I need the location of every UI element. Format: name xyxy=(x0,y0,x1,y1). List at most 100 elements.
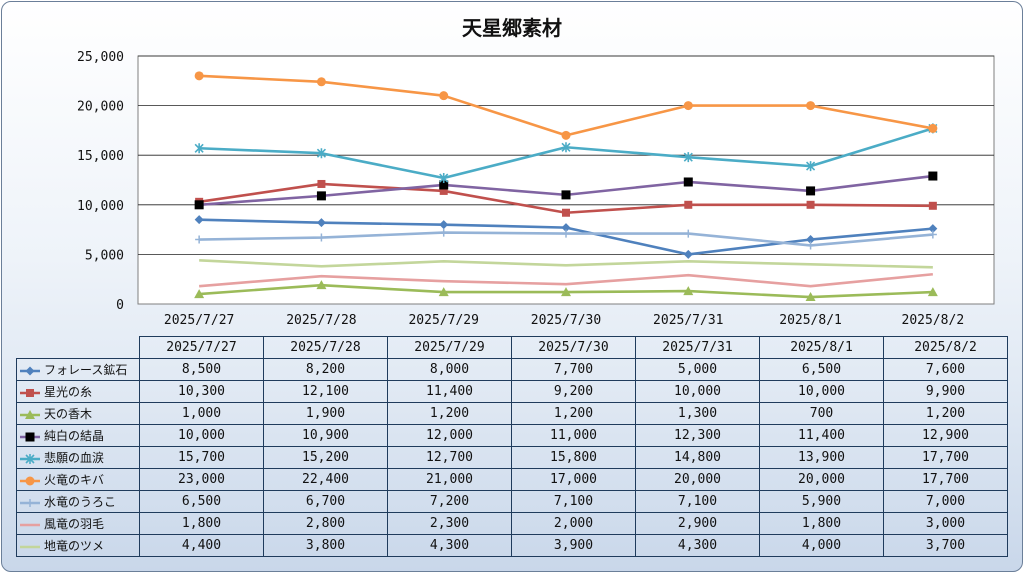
data-point xyxy=(26,498,34,507)
series-name-cell: 星光の糸 xyxy=(16,380,140,403)
data-point xyxy=(806,241,815,250)
data-point xyxy=(316,77,326,87)
data-point xyxy=(805,292,816,302)
data-table: 2025/7/27 2025/7/28 2025/7/29 2025/7/30 2025… xyxy=(16,336,1008,557)
table-cell: 4,300 xyxy=(635,534,760,557)
data-point xyxy=(439,173,449,184)
table-cell: 21,000 xyxy=(387,468,512,491)
x-tick-label: 2025/7/30 xyxy=(531,313,601,328)
y-tick-label: 10,000 xyxy=(77,199,124,214)
data-point xyxy=(439,91,449,101)
data-point xyxy=(806,186,816,196)
table-cell: 8,200 xyxy=(263,358,388,381)
x-tick-label: 2025/7/28 xyxy=(286,313,356,328)
data-point xyxy=(25,432,35,441)
table-cell: 7,700 xyxy=(511,358,636,381)
data-point xyxy=(194,215,204,225)
series-name-cell: フォレース鉱石 xyxy=(16,358,140,381)
table-cell: 12,000 xyxy=(387,424,512,447)
data-point-stroke xyxy=(561,142,571,153)
data-point xyxy=(195,235,204,244)
table-cell: 3,700 xyxy=(883,534,1008,557)
series-4 xyxy=(194,171,938,210)
table-cell: 20,000 xyxy=(759,468,884,491)
table-cell: 22,400 xyxy=(263,468,388,491)
table-cell: 1,200 xyxy=(387,402,512,425)
data-point xyxy=(683,152,693,163)
data-point-stroke xyxy=(806,161,816,172)
series-6 xyxy=(194,71,938,140)
table-cell: 7,100 xyxy=(635,490,760,513)
table-cell: 1,200 xyxy=(511,402,636,425)
table-cell: 11,400 xyxy=(759,424,884,447)
data-point xyxy=(927,287,938,297)
table-cell: 2,900 xyxy=(635,512,760,535)
table-row: 地竜のツメ 4,400 3,800 4,300 3,900 4,300 4,000 3,700 xyxy=(16,534,1008,557)
series-name: 天の香木 xyxy=(44,407,93,421)
data-point xyxy=(561,130,571,140)
table-column-header: 2025/7/28 xyxy=(263,336,388,359)
table-cell: 4,400 xyxy=(139,534,264,557)
table-cell: 1,900 xyxy=(263,402,388,425)
table-column-header: 2025/8/1 xyxy=(759,336,884,359)
legend-key xyxy=(20,388,40,397)
data-point xyxy=(26,388,34,397)
series-name-cell: 地竜のツメ xyxy=(16,534,140,557)
table-row: 水竜のうろこ 6,500 6,700 7,200 7,100 7,100 5,900 7,00… xyxy=(16,490,1008,513)
table-cell: 12,700 xyxy=(387,446,512,469)
series-name: 悲願の血涙 xyxy=(44,451,105,465)
data-point xyxy=(928,123,938,133)
y-tick-label: 20,000 xyxy=(77,100,124,115)
series-name-cell: 悲願の血涙 xyxy=(16,446,140,469)
table-cell: 15,700 xyxy=(139,446,264,469)
table-column-header: 2025/7/27 xyxy=(139,336,264,359)
table-cell: 15,800 xyxy=(511,446,636,469)
series-name-cell: 風竜の羽毛 xyxy=(16,512,140,535)
legend-key xyxy=(20,432,40,441)
data-point xyxy=(316,218,326,228)
data-point xyxy=(928,224,938,234)
data-point xyxy=(683,286,694,296)
data-point-stroke xyxy=(316,148,326,159)
table-column-header: 2025/7/31 xyxy=(635,336,760,359)
series-name: 地竜のツメ xyxy=(44,539,105,553)
legend-key xyxy=(20,498,40,507)
data-point xyxy=(561,142,571,153)
table-cell: 7,200 xyxy=(387,490,512,513)
x-tick-label: 2025/7/29 xyxy=(408,313,478,328)
table-cell: 17,700 xyxy=(883,446,1008,469)
data-point xyxy=(25,453,35,464)
data-point xyxy=(683,177,693,187)
legend-key xyxy=(20,366,40,375)
data-point xyxy=(316,148,326,159)
data-point xyxy=(683,101,693,111)
table-cell: 13,900 xyxy=(759,446,884,469)
data-point xyxy=(438,287,449,297)
table-cell: 1,300 xyxy=(635,402,760,425)
table-cell: 6,500 xyxy=(759,358,884,381)
data-point xyxy=(316,191,326,201)
table-cell: 2,000 xyxy=(511,512,636,535)
x-tick-label: 2025/8/2 xyxy=(902,313,965,328)
table-cell: 9,200 xyxy=(511,380,636,403)
table-cell: 1,000 xyxy=(139,402,264,425)
plot-area xyxy=(137,55,995,305)
table-cell: 8,000 xyxy=(387,358,512,381)
table-cell: 4,000 xyxy=(759,534,884,557)
table-cell: 10,000 xyxy=(635,380,760,403)
table-column-header: 2025/7/29 xyxy=(387,336,512,359)
table-column-header: 2025/7/30 xyxy=(511,336,636,359)
table-row: 純白の結晶 10,000 10,900 12,000 11,000 12,300 11,40… xyxy=(16,424,1008,447)
table-cell: 10,000 xyxy=(759,380,884,403)
data-point xyxy=(439,186,448,195)
table-cell: 20,000 xyxy=(635,468,760,491)
y-tick-label: 15,000 xyxy=(77,149,124,164)
data-point-stroke xyxy=(683,152,693,163)
data-point xyxy=(439,180,449,190)
data-point xyxy=(439,220,449,230)
x-tick-label: 2025/8/1 xyxy=(779,313,842,328)
data-point xyxy=(806,235,816,245)
table-cell: 10,900 xyxy=(263,424,388,447)
data-point xyxy=(684,229,693,238)
